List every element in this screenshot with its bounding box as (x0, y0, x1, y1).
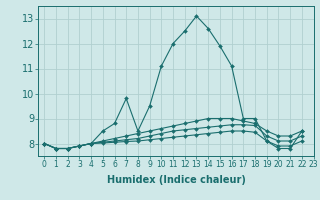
X-axis label: Humidex (Indice chaleur): Humidex (Indice chaleur) (107, 175, 245, 185)
